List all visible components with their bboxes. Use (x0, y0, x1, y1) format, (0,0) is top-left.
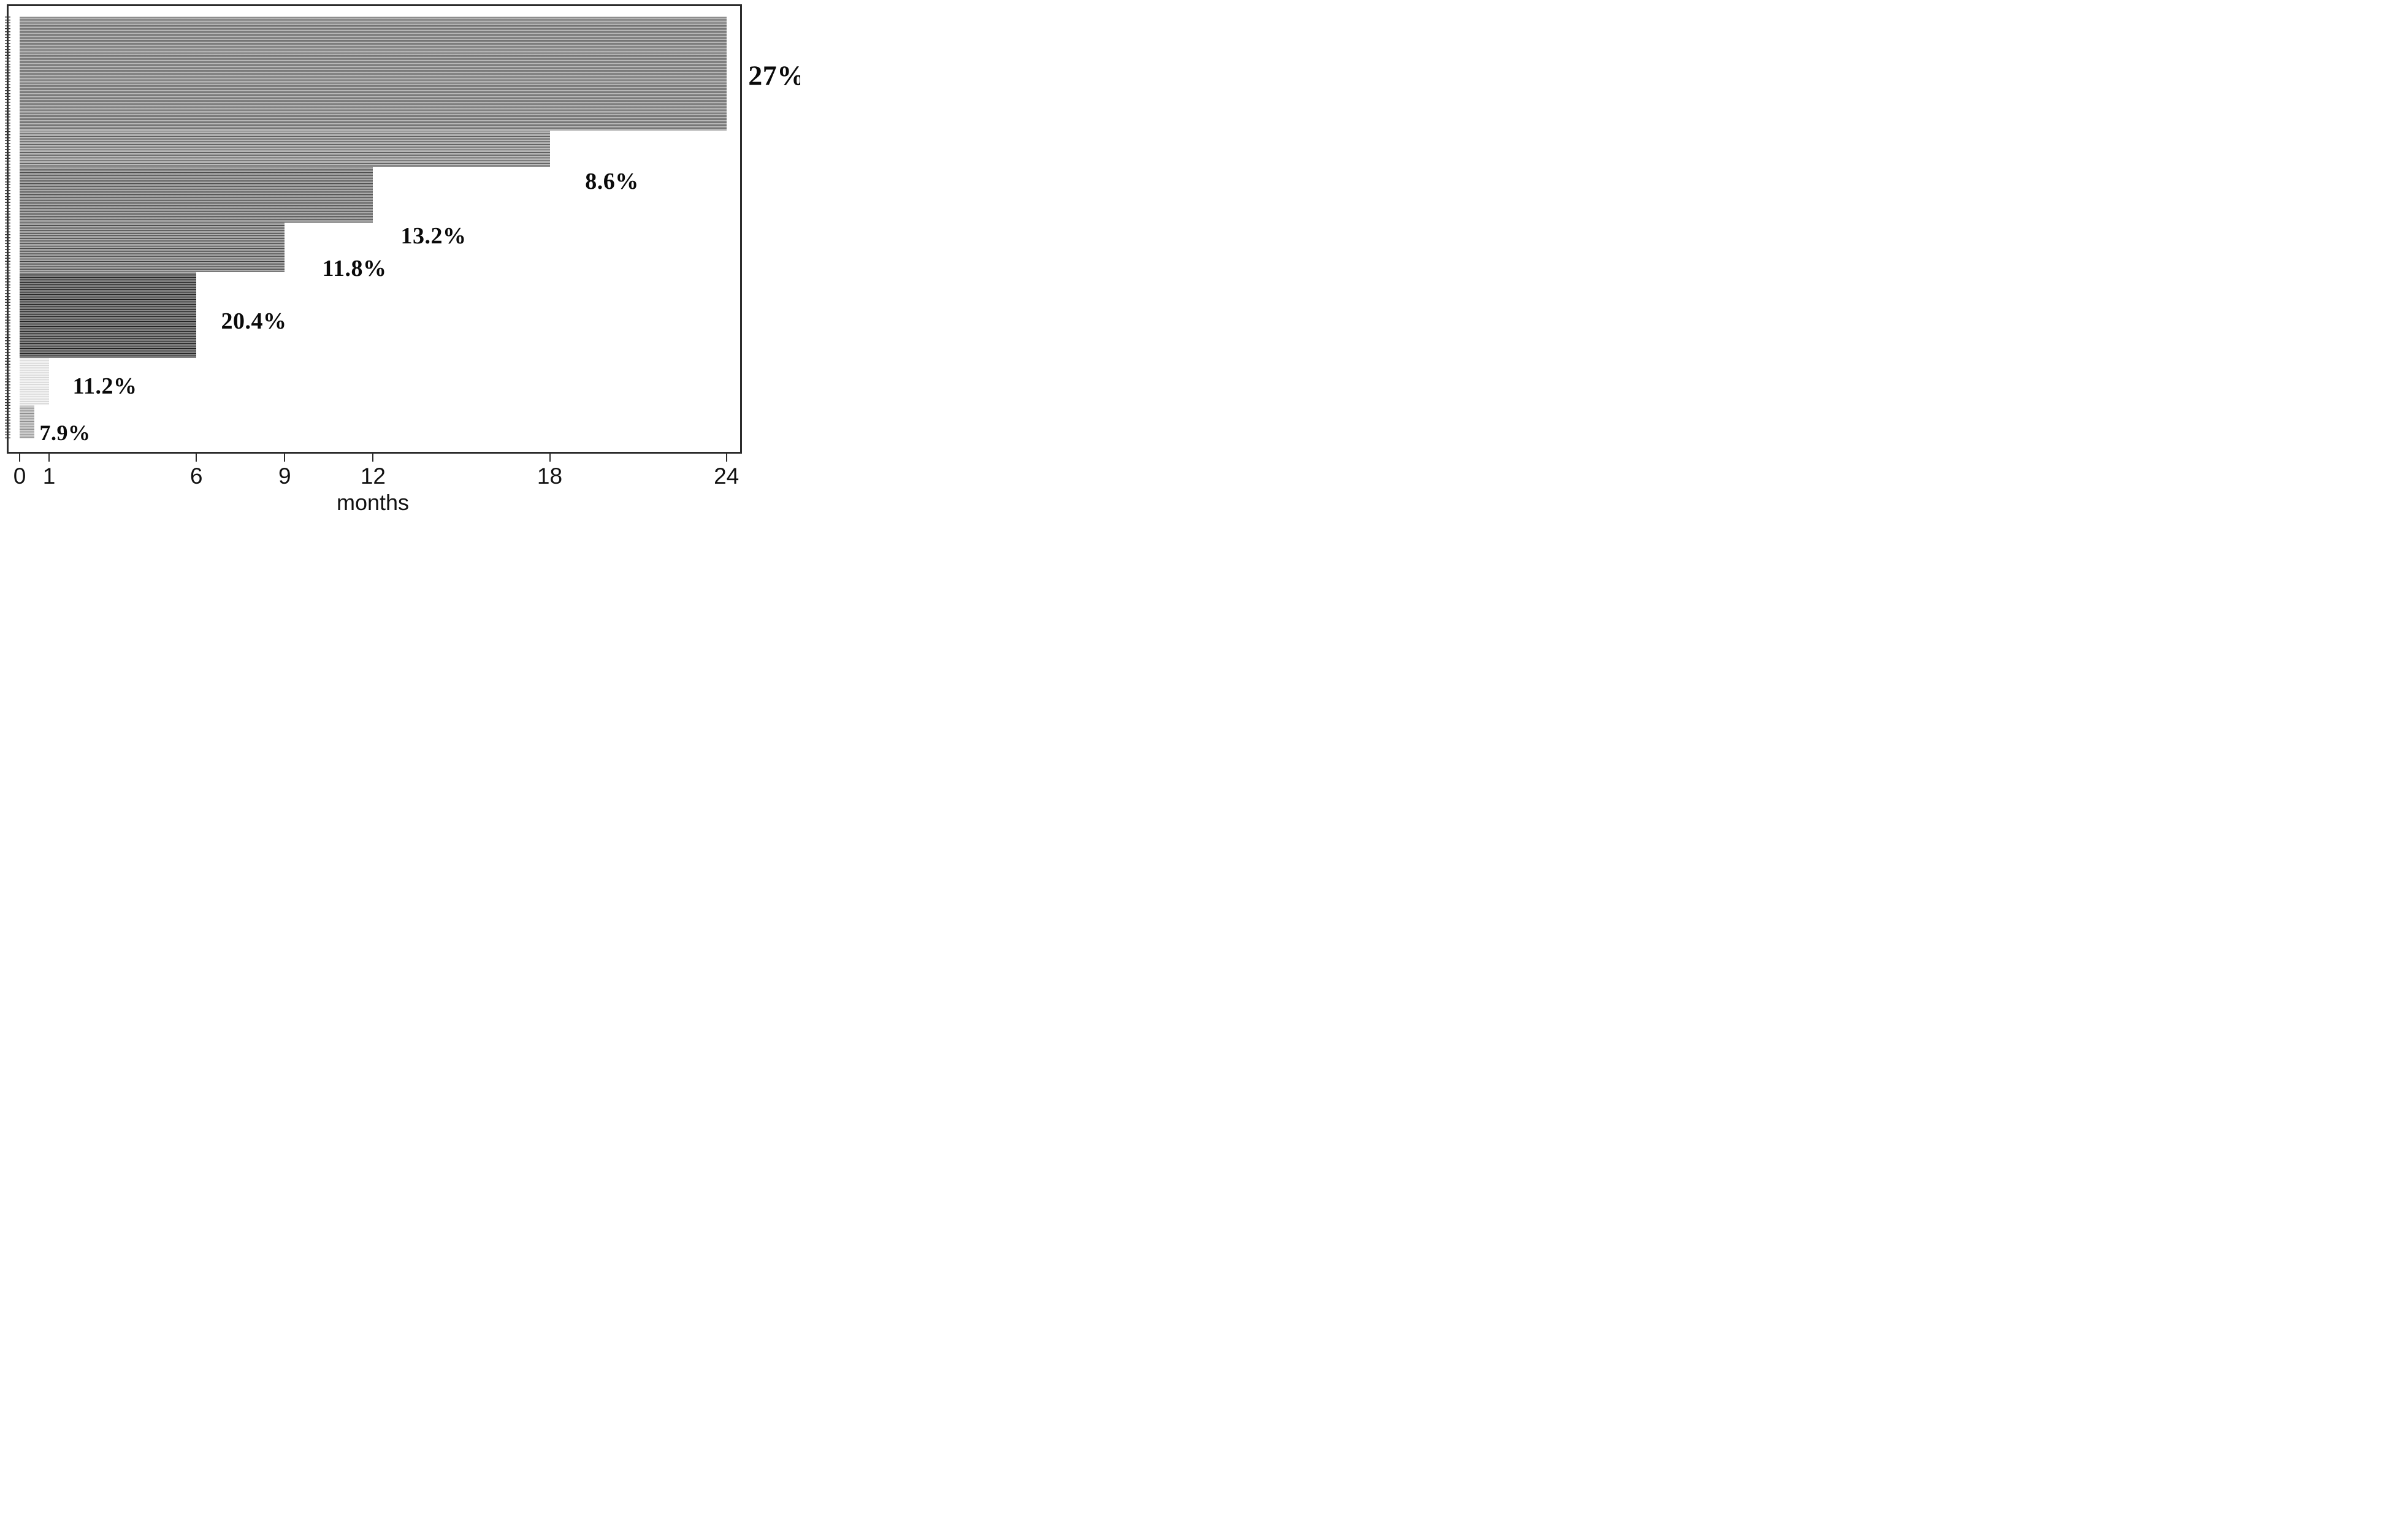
x-tick-mark-0 (19, 454, 20, 462)
segment-label-20.4pct: 20.4% (221, 308, 287, 334)
segment-label-11.2pct: 11.2% (72, 373, 137, 399)
bar-segment-11.8pct (20, 222, 285, 272)
chart-figure: 27% 8.6% 13.2% 11.8% 20.4% 11.2% 7.9% 0 1 6 9 12 18… (0, 0, 800, 514)
x-tick-label-18: 18 (537, 463, 563, 489)
segment-label-7.9pct: 7.9% (39, 421, 91, 445)
bar-segment-13.2pct (20, 166, 373, 223)
x-tick-label-0: 0 (13, 463, 26, 489)
segment-label-8.6pct: 8.6% (585, 169, 639, 194)
x-tick-mark-9 (284, 454, 286, 462)
bar-segment-7.9pct (20, 405, 34, 439)
bar-segment-27pct (20, 17, 727, 131)
x-axis-title: months (336, 490, 410, 514)
x-tick-label-9: 9 (278, 463, 291, 489)
x-tick-mark-18 (549, 454, 551, 462)
bar-segment-11.2pct (20, 358, 49, 405)
x-tick-mark-6 (196, 454, 197, 462)
bar-segment-20.4pct (20, 272, 197, 358)
bar-segment-8.6pct (20, 130, 550, 167)
segment-label-27pct: 27% (748, 59, 800, 91)
x-tick-mark-24 (725, 454, 727, 462)
x-tick-label-12: 12 (360, 463, 386, 489)
x-tick-label-6: 6 (189, 463, 203, 489)
x-tick-mark-12 (372, 454, 374, 462)
x-tick-mark-1 (48, 454, 50, 462)
segment-label-13.2pct: 13.2% (400, 223, 467, 249)
x-tick-label-24: 24 (714, 463, 739, 489)
x-tick-label-1: 1 (42, 463, 56, 489)
y-axis-tick-marks (5, 17, 10, 439)
segment-label-11.8pct: 11.8% (322, 256, 387, 281)
